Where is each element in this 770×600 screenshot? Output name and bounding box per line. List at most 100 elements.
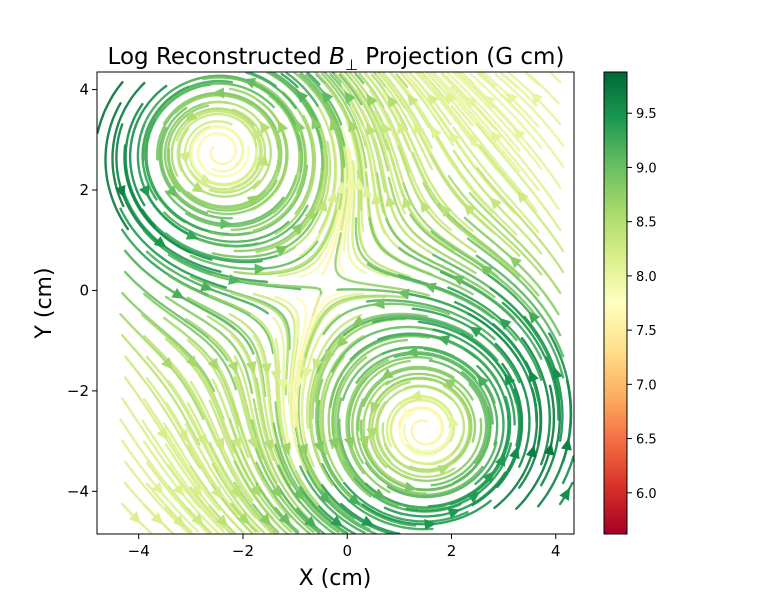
stream-arrow-408 bbox=[480, 265, 494, 277]
stream-arrow-213 bbox=[373, 488, 387, 500]
colorbar-tick-label: 6.5 bbox=[636, 433, 657, 448]
stream-arrow-9 bbox=[161, 357, 174, 370]
stream-arrow-189 bbox=[330, 515, 344, 527]
streamline-151 bbox=[272, 422, 345, 534]
stream-arrow-360 bbox=[476, 374, 489, 388]
streamline-347 bbox=[387, 176, 477, 275]
stream-arrow-162 bbox=[277, 120, 289, 134]
stream-arrow-102 bbox=[199, 173, 213, 184]
stream-arrow-246 bbox=[348, 119, 359, 133]
stream-arrow-165 bbox=[212, 87, 225, 99]
streamline-137 bbox=[255, 186, 341, 275]
stream-arrow-327 bbox=[402, 195, 413, 209]
streamline-128 bbox=[255, 461, 311, 534]
streamline-319 bbox=[389, 398, 451, 465]
streamline-428 bbox=[466, 237, 562, 337]
stream-arrow-384 bbox=[468, 326, 483, 338]
streamline-418 bbox=[502, 73, 538, 107]
stream-arrow-243 bbox=[353, 177, 365, 190]
stream-arrow-393 bbox=[468, 133, 481, 146]
stream-arrow-42 bbox=[172, 515, 186, 528]
streamline-182 bbox=[282, 91, 315, 215]
stream-arrow-369 bbox=[439, 204, 452, 217]
streamline-242 bbox=[346, 146, 368, 275]
stream-arrow-12 bbox=[171, 288, 185, 299]
colorbar-tick-label: 9.0 bbox=[636, 161, 657, 176]
streamline-250 bbox=[338, 73, 363, 106]
stream-arrow-336 bbox=[509, 446, 520, 460]
streamline-41 bbox=[111, 81, 146, 208]
stream-arrow-234 bbox=[404, 481, 418, 493]
streamline-28 bbox=[145, 356, 220, 472]
stream-arrow-153 bbox=[280, 442, 291, 456]
stream-arrow-342 bbox=[405, 346, 418, 358]
streamline-416 bbox=[469, 72, 543, 149]
streamline-233 bbox=[364, 461, 484, 497]
streamline-293 bbox=[395, 73, 409, 89]
stream-arrow-414 bbox=[490, 130, 503, 144]
streamline-268 bbox=[339, 72, 390, 172]
streamline-122 bbox=[196, 132, 250, 178]
stream-arrow-240 bbox=[312, 357, 323, 372]
streamline-20 bbox=[97, 81, 124, 134]
streamline-74 bbox=[189, 275, 291, 351]
streamline-436 bbox=[476, 72, 565, 168]
streamline-221 bbox=[338, 140, 350, 274]
stream-arrow-252 bbox=[447, 508, 461, 519]
title-symbol: B bbox=[329, 44, 345, 70]
stream-arrow-60 bbox=[165, 185, 178, 198]
streamline-121 bbox=[189, 125, 244, 183]
streamline-134 bbox=[252, 335, 286, 466]
streamline-341 bbox=[362, 367, 474, 408]
streamline-110 bbox=[230, 397, 291, 519]
streamline-55 bbox=[164, 232, 296, 262]
streamline-365 bbox=[365, 299, 496, 341]
streamline-247 bbox=[320, 72, 368, 169]
streamline-52 bbox=[164, 295, 254, 395]
stream-arrow-171 bbox=[318, 491, 331, 504]
stream-arrow-63 bbox=[191, 513, 204, 526]
streamline-409 bbox=[437, 202, 540, 297]
streamline-427 bbox=[475, 254, 565, 358]
streamline-238 bbox=[333, 356, 368, 479]
stream-arrow-36 bbox=[185, 229, 199, 240]
stream-arrow-297 bbox=[401, 407, 414, 421]
stream-arrow-0 bbox=[128, 511, 142, 524]
streamline-25 bbox=[141, 419, 225, 529]
streamline-152 bbox=[274, 401, 332, 522]
stream-arrow-180 bbox=[327, 190, 338, 204]
streamline-92 bbox=[208, 336, 263, 460]
streamline-269 bbox=[343, 72, 390, 151]
streamline-169 bbox=[299, 486, 349, 534]
streamline-226 bbox=[298, 73, 346, 168]
y-tick-label: −4 bbox=[67, 482, 89, 500]
stream-arrow-144 bbox=[184, 110, 198, 123]
streamline-65 bbox=[189, 465, 246, 534]
streamline-440 bbox=[550, 72, 562, 84]
stream-arrow-90 bbox=[230, 437, 242, 451]
streamline-106 bbox=[233, 481, 277, 534]
stream-arrow-312 bbox=[407, 93, 419, 107]
streamline-35 bbox=[141, 208, 263, 264]
chart-title: Log Reconstructed B⊥ Projection (G cm) bbox=[108, 44, 565, 74]
streamline-143 bbox=[176, 112, 258, 172]
streamline-310 bbox=[375, 73, 433, 171]
streamline-26 bbox=[142, 398, 221, 512]
stream-arrow-222 bbox=[344, 175, 356, 188]
stream-arrow-147 bbox=[278, 512, 292, 526]
stream-arrow-126 bbox=[259, 513, 272, 526]
stream-arrow-279 bbox=[366, 427, 378, 441]
stream-arrow-351 bbox=[430, 125, 442, 139]
y-tick-label: 0 bbox=[79, 281, 89, 299]
streamline-191 bbox=[321, 463, 434, 531]
stream-arrow-228 bbox=[321, 90, 334, 104]
streamline-361 bbox=[393, 352, 494, 425]
streamline-227 bbox=[300, 72, 346, 147]
streamline-434 bbox=[472, 103, 560, 210]
title-main: Log Reconstructed bbox=[108, 44, 330, 70]
streamline-311 bbox=[382, 72, 433, 149]
streamline-82 bbox=[160, 106, 208, 215]
stream-arrow-303 bbox=[351, 315, 365, 326]
streamline-275 bbox=[408, 384, 471, 472]
